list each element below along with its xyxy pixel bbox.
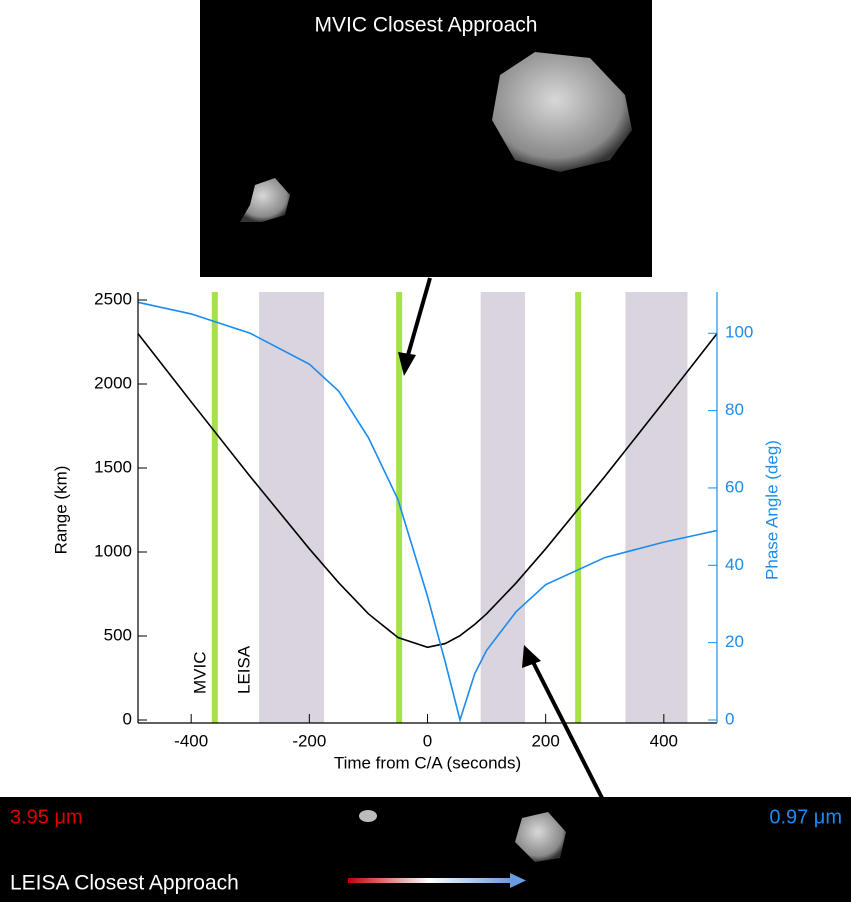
y-tick-label: 2000 — [94, 373, 132, 392]
y2-tick-label: 60 — [725, 477, 744, 496]
y-tick-label: 1000 — [94, 541, 132, 560]
top-title: MVIC Closest Approach — [315, 14, 538, 37]
y2-tick-label: 20 — [725, 632, 744, 651]
leisa-band — [259, 292, 324, 723]
bottom-title: LEISA Closest Approach — [10, 872, 239, 895]
mvic-marker — [212, 292, 218, 723]
figure: MVIC Closest Approach 3.95 μm 0.97 μm LE… — [0, 0, 851, 902]
y-axis-label: Range (km) — [51, 466, 70, 555]
x-tick-label: -200 — [292, 731, 326, 750]
leisa-band — [481, 292, 525, 723]
gradient-arrow — [348, 878, 510, 883]
annotation: MVIC — [190, 652, 209, 695]
leisa-band — [625, 292, 687, 723]
y2-tick-label: 40 — [725, 555, 744, 574]
x-tick-label: 0 — [423, 731, 432, 750]
left-wavelength: 3.95 μm — [10, 806, 83, 828]
y2-axis-label: Phase Angle (deg) — [762, 440, 781, 580]
y2-tick-label: 80 — [725, 400, 744, 419]
plot: -400 -200 0 200 400 0 500 1000 1500 2000 2500 0 20 40… — [51, 289, 781, 772]
y2-tick-label: 100 — [725, 323, 753, 342]
right-wavelength: 0.97 μm — [769, 806, 842, 828]
leisa-moon — [359, 810, 377, 822]
annotation: LEISA — [235, 645, 254, 694]
y-tick-label: 2500 — [94, 289, 132, 308]
y-tick-label: 0 — [123, 709, 132, 728]
x-axis-label: Time from C/A (seconds) — [334, 753, 521, 772]
x-tick-label: -400 — [174, 731, 208, 750]
x-tick-label: 400 — [650, 731, 678, 750]
x-tick-label: 200 — [531, 731, 559, 750]
y2-tick-label: 0 — [725, 709, 734, 728]
y-tick-label: 1500 — [94, 457, 132, 476]
y-tick-label: 500 — [104, 625, 132, 644]
